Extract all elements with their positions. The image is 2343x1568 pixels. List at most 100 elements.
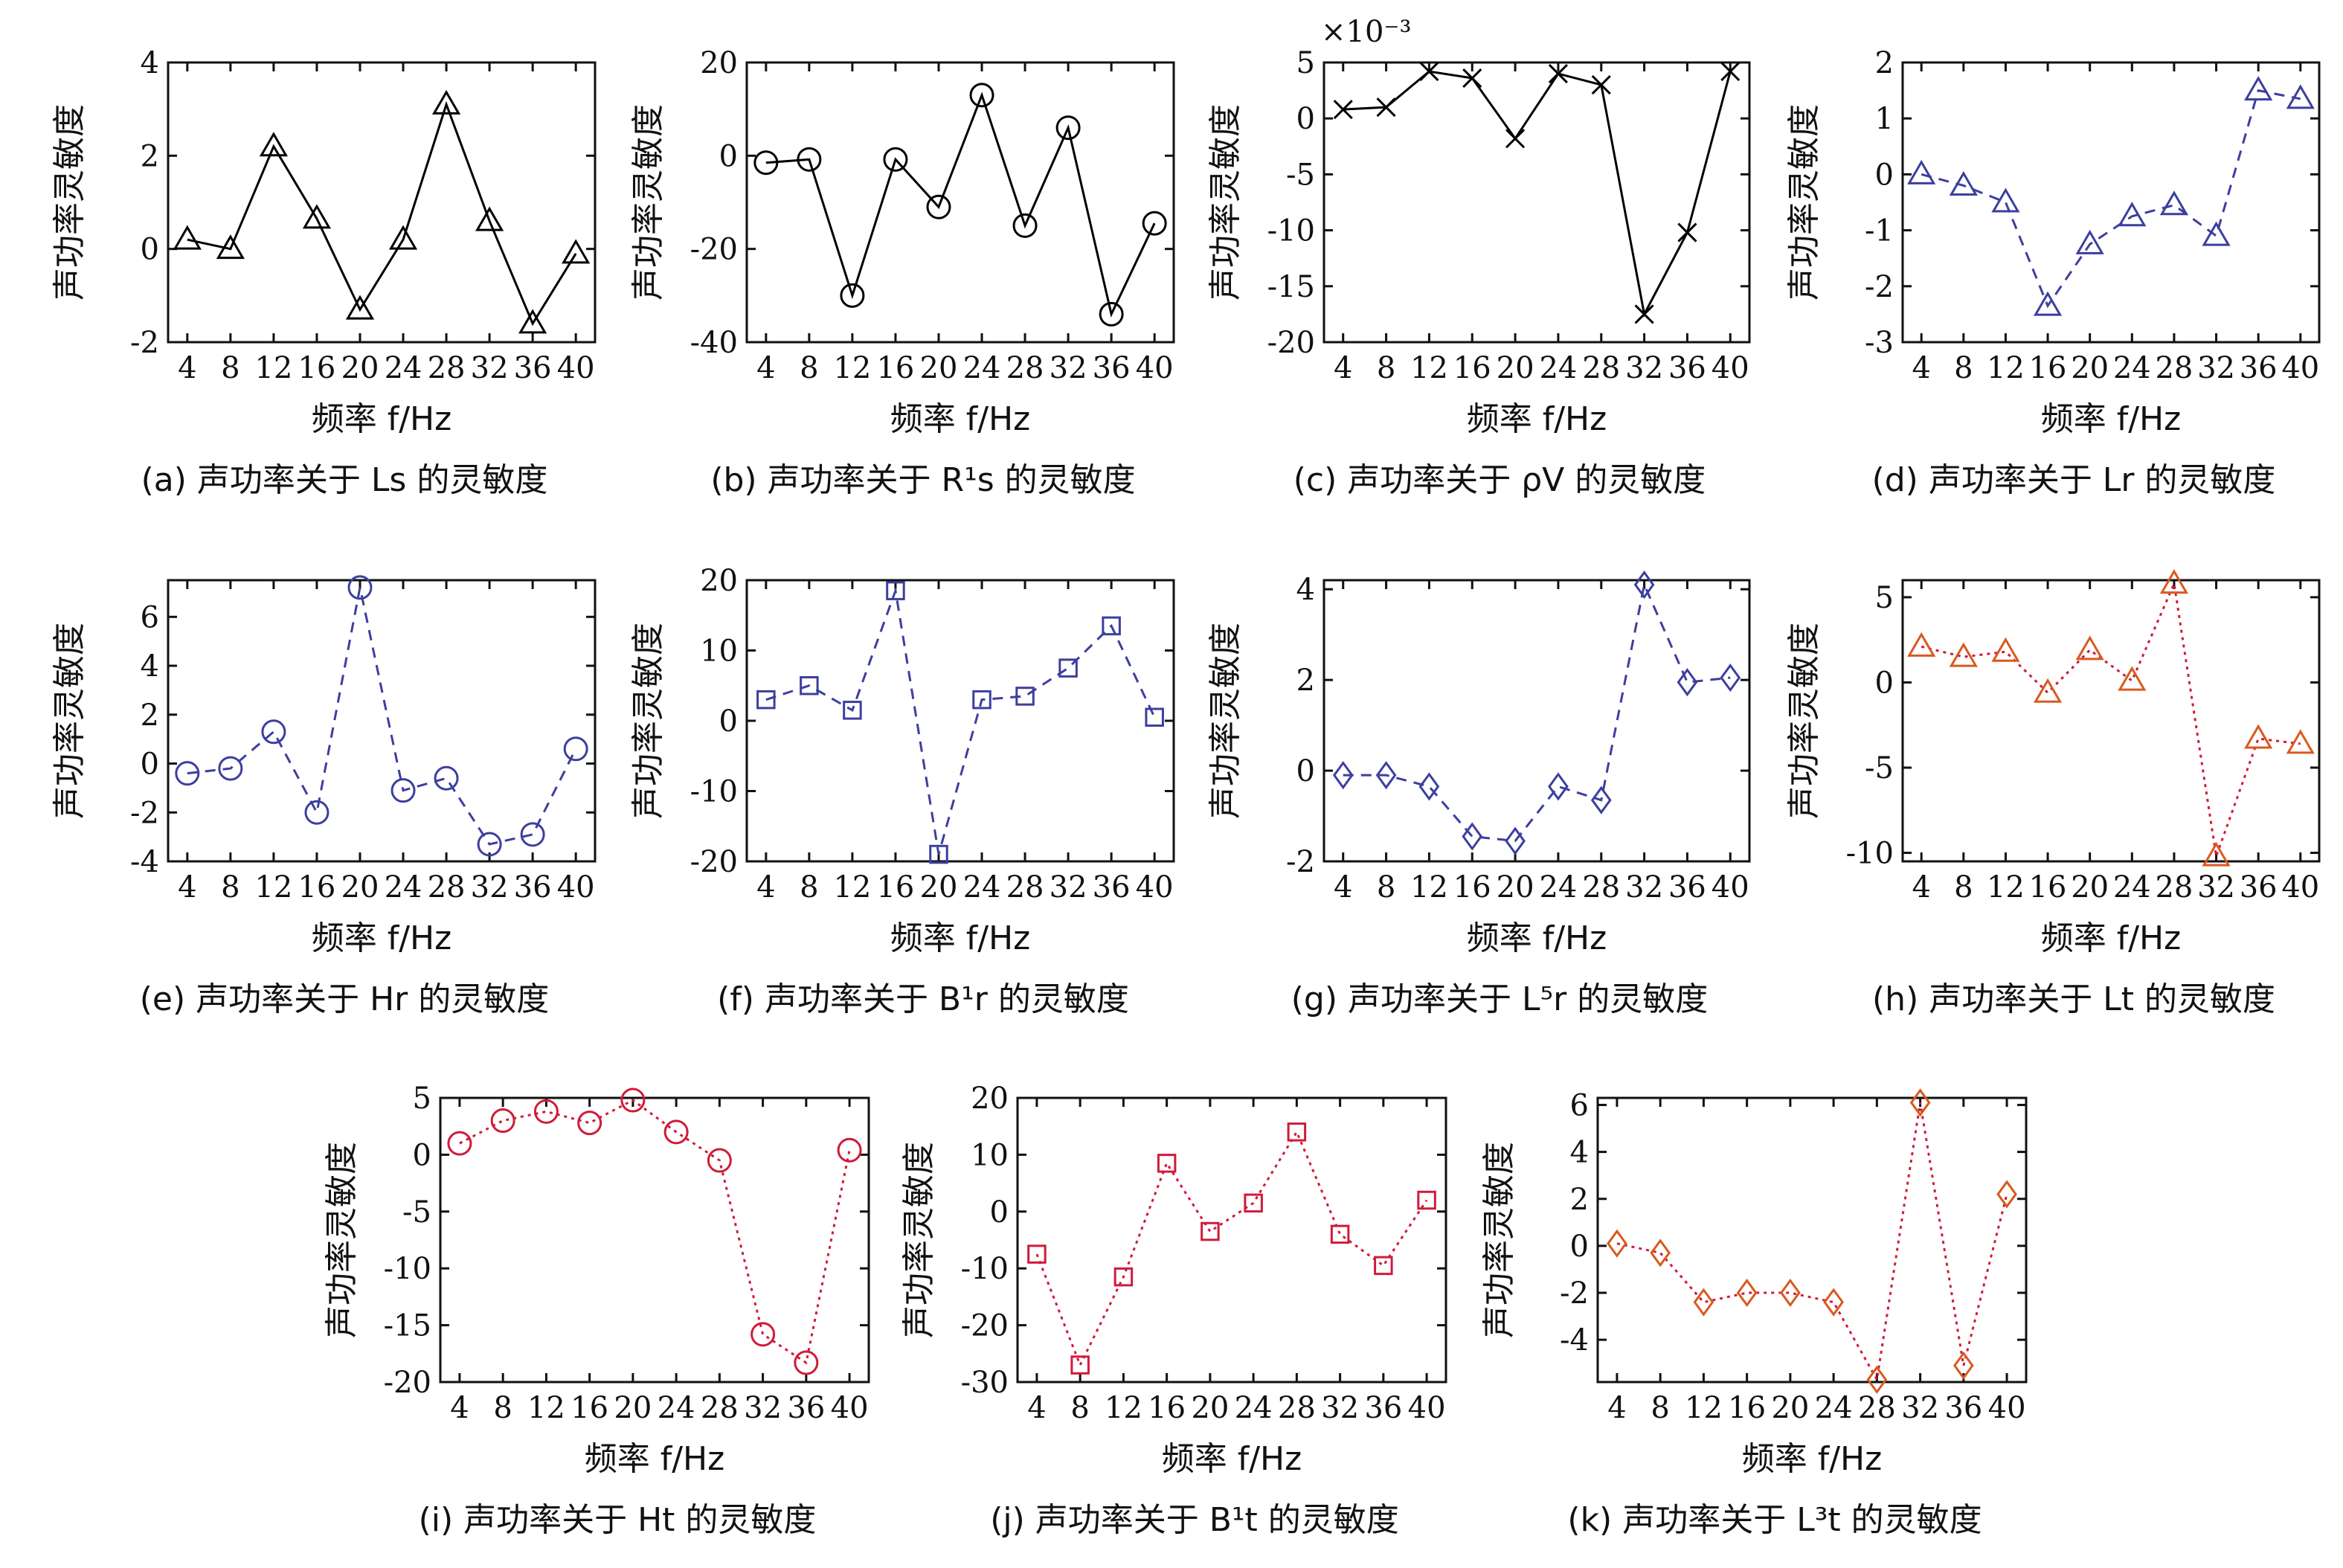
panel-j-data-point [1287, 1122, 1307, 1142]
panel-a-data-point [173, 225, 202, 250]
panel-d-ytick-label: -3 [1865, 326, 1894, 360]
panel-g-data-point [1418, 772, 1440, 801]
panel-h-xtick-label: 36 [2240, 870, 2278, 905]
panel-e-data-point [175, 761, 200, 786]
panel-b-ylabel: 声功率灵敏度 [629, 104, 667, 301]
panel-i-data-point [794, 1350, 819, 1375]
panel-h-data-point [1949, 642, 1978, 667]
panel-d-caption: (d) 声功率关于 Lr 的灵敏度 [1872, 461, 2276, 499]
panel-k-data-point [1909, 1088, 1931, 1117]
panel-a-xtick-label: 36 [514, 351, 552, 385]
panel-d-ytick-label: 0 [1875, 158, 1894, 192]
panel-c-ytick-label: -5 [1286, 158, 1315, 192]
panel-g-frame [1322, 579, 1751, 863]
panel-f-ytick-label: 0 [719, 704, 738, 739]
panel-i-ytick-label: -10 [384, 1252, 431, 1286]
panel-d-data-point [1949, 170, 1978, 196]
panel-a-data-point [431, 89, 461, 115]
panel-k-ytick-label: 4 [1570, 1136, 1589, 1170]
panel-g-data-point [1462, 822, 1483, 851]
panel-h-xtick-label: 16 [2029, 870, 2067, 905]
panel-g-xtick-label: 24 [1539, 870, 1577, 905]
panel-b-xlabel: 频率 f/Hz [890, 400, 1030, 438]
panel-h-data-point [1991, 637, 2020, 662]
panel-h-caption: (h) 声功率关于 Lt 的灵敏度 [1872, 980, 2275, 1018]
panel-a-xtick-label: 20 [341, 351, 379, 385]
panel-k-xtick-label: 28 [1858, 1391, 1896, 1425]
panel-j-xtick-label: 4 [1027, 1391, 1046, 1425]
panel-a-data-point [216, 234, 245, 260]
panel-c-xtick-label: 32 [1625, 351, 1663, 385]
panel-e-data-point [563, 736, 588, 762]
panel-f-data-point [1145, 707, 1164, 727]
panel-h-data-point [2118, 666, 2147, 691]
panel-b-data-point [969, 83, 994, 108]
panel-a-ytick-label: 2 [141, 139, 159, 173]
panel-c-ytick-label: -20 [1267, 326, 1315, 360]
panel-b-data-point [797, 147, 822, 172]
panel-g-data-point [1677, 668, 1698, 697]
panel-f-xtick-label: 8 [800, 870, 818, 905]
panel-j-xtick-label: 36 [1364, 1391, 1402, 1425]
panel-k-ytick-label: -4 [1560, 1323, 1589, 1357]
panel-b-data-point [1099, 301, 1124, 327]
panel-i-data-point [533, 1099, 559, 1124]
panel-d-data-point [1991, 187, 2020, 213]
panel-g-xtick-label: 20 [1497, 870, 1534, 905]
panel-d-series-line [1921, 89, 2301, 309]
panel-d-ytick-label: 1 [1875, 102, 1894, 136]
panel-k-xtick-label: 8 [1651, 1391, 1669, 1425]
panel-b-data-point [1055, 115, 1081, 141]
panel-f-xtick-label: 12 [833, 870, 871, 905]
panel-j-caption: (j) 声功率关于 B¹t 的灵敏度 [990, 1501, 1399, 1539]
panel-e-ytick-label: 0 [141, 748, 159, 782]
panel-a-data-point [345, 295, 375, 320]
panel-j-ytick-label: 20 [971, 1082, 1009, 1116]
panel-k-xlabel: 频率 f/Hz [1742, 1440, 1882, 1478]
panel-j-data-point [1113, 1267, 1134, 1287]
panel-e-ytick-label: -4 [130, 845, 159, 879]
panel-i-ytick-label: -5 [402, 1195, 431, 1230]
panel-d-ytick-label: -1 [1865, 214, 1894, 248]
panel-c-xtick-label: 8 [1377, 351, 1395, 385]
panel-k-ytick-label: -2 [1560, 1276, 1589, 1311]
panel-h-xtick-label: 8 [1954, 870, 1973, 905]
panel-b-xtick-label: 20 [920, 351, 958, 385]
panel-k-data-point [1996, 1180, 2017, 1209]
panel-j-xtick-label: 20 [1191, 1391, 1229, 1425]
panel-g-xtick-label: 32 [1625, 870, 1663, 905]
panel-d-xtick-label: 16 [2029, 351, 2067, 385]
panel-c-data-point [1548, 63, 1568, 84]
panel-i-data-point [620, 1087, 646, 1113]
panel-f-ylabel: 声功率灵敏度 [629, 623, 667, 819]
panel-i-ytick-label: -15 [384, 1309, 431, 1343]
panel-h-data-point [2159, 569, 2189, 594]
panel-j-xtick-label: 12 [1105, 1391, 1142, 1425]
panel-b-data-point [883, 147, 908, 172]
panel-g-data-point [1375, 761, 1397, 790]
panel-c-ytick-label: 5 [1296, 46, 1315, 80]
panel-g-data-point [1548, 772, 1569, 801]
panel-i-xtick-label: 16 [571, 1391, 608, 1425]
panel-g-ytick-label: 2 [1296, 663, 1315, 698]
panel-i-data-point [751, 1322, 776, 1347]
panel-c-data-point [1591, 75, 1611, 95]
panel-a-data-point [259, 132, 289, 157]
panel-h-ytick-label: 0 [1875, 666, 1894, 700]
panel-b-frame [745, 61, 1175, 344]
panel-h-data-point [2033, 678, 2063, 703]
panel-c-xtick-label: 20 [1497, 351, 1534, 385]
panel-i-frame [439, 1096, 870, 1384]
panel-e-ytick-label: 2 [141, 698, 159, 733]
panel-a-data-point [518, 309, 547, 334]
panel-k-series-line [1616, 1102, 2008, 1384]
panel-f-xtick-label: 4 [756, 870, 775, 905]
panel-d-ytick-label: -2 [1865, 270, 1894, 304]
panel-d-xtick-label: 40 [2281, 351, 2319, 385]
panel-h-xlabel: 频率 f/Hz [2041, 919, 2181, 957]
